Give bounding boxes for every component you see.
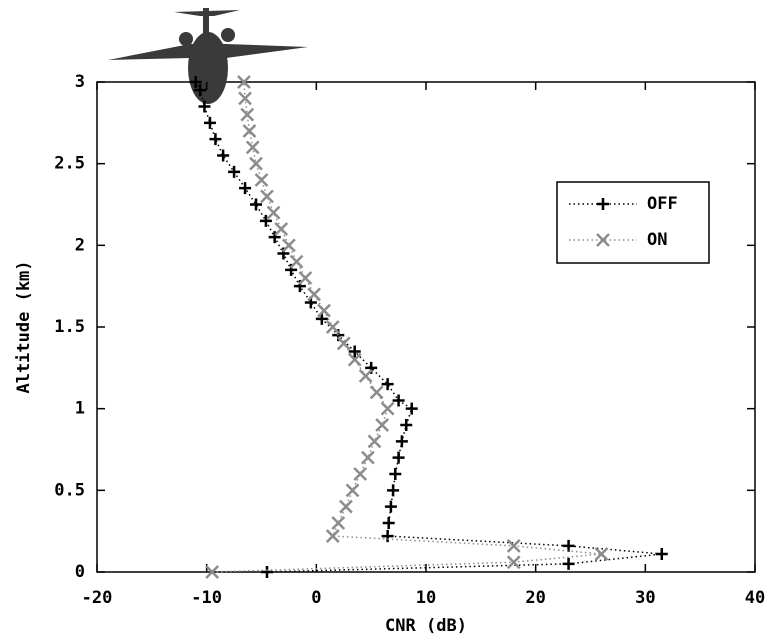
marker [392,394,405,407]
legend: OFF ON [556,181,710,264]
marker [348,345,361,358]
marker [360,450,375,465]
airplane-engine [179,32,193,46]
marker [205,565,220,579]
marker [249,156,263,171]
series-line [212,81,602,573]
marker [268,231,281,244]
marker [369,385,384,400]
marker [405,402,418,415]
x-tick-label: 30 [635,588,655,608]
marker [250,198,263,211]
airplane-body [188,32,228,104]
marker [395,435,408,448]
marker [345,483,360,498]
marker [387,484,400,497]
marker [203,116,216,129]
marker [381,378,394,391]
marker [375,418,390,432]
marker [347,352,362,367]
marker [266,205,281,220]
marker [317,303,331,318]
marker [260,566,273,578]
y-tick-label: 2.5 [54,154,85,174]
marker [400,419,413,431]
x-axis-label: CNR (dB) [385,616,467,636]
airplane-engine [221,28,235,42]
marker [384,500,397,513]
y-axis-label: Altitude (km) [14,260,34,393]
x-tick-label: 0 [311,588,321,608]
marker [382,517,395,529]
marker [194,84,207,97]
x-tick-label: 40 [745,588,765,608]
marker [315,312,328,325]
marker [380,401,395,416]
marker [217,149,230,162]
y-tick-label: 2 [75,235,85,255]
marker [325,529,340,543]
marker [237,75,251,89]
marker [655,548,668,561]
marker [239,182,252,195]
marker [381,530,394,543]
marker [336,336,351,351]
marker [254,173,269,187]
x-tick-label: -10 [191,588,222,608]
marker [198,100,211,113]
airplane-fin [203,8,209,38]
marker [260,189,274,204]
marker [240,107,255,122]
marker [358,369,373,383]
marker [367,434,382,449]
marker [189,76,202,88]
marker [594,547,609,561]
marker [282,238,296,253]
x-tick-label: -20 [82,588,113,608]
marker [331,516,346,530]
legend-label: OFF [647,194,678,214]
x-tick-label: 20 [525,588,545,608]
y-tick-label: 1 [75,399,85,419]
marker [245,140,260,155]
marker [259,214,272,227]
marker [274,222,289,236]
legend-marker [597,198,609,210]
legend-label: ON [647,230,667,250]
marker [506,555,521,570]
marker [562,557,575,570]
marker [562,539,575,552]
marker [209,133,222,146]
marker [506,538,521,553]
marker [238,91,252,106]
x-tick-label: 10 [416,588,436,608]
marker [353,467,368,481]
marker [392,451,405,464]
marker [389,468,402,480]
legend-box [556,181,710,264]
marker [242,124,257,138]
y-tick-label: 3 [75,72,85,92]
y-tick-label: 1.5 [54,317,85,337]
marker [298,271,313,285]
marker [289,254,304,269]
marker [307,287,322,302]
marker [228,165,241,178]
marker [339,499,353,514]
y-tick-label: 0 [75,562,85,582]
marker [325,320,340,334]
y-tick-label: 0.5 [54,480,85,500]
legend-marker [596,233,610,247]
